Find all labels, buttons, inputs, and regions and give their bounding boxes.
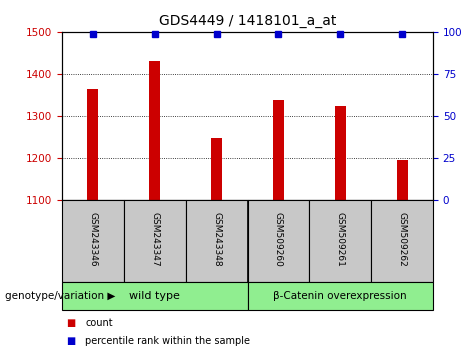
Bar: [62, 282, 248, 310]
Bar: [62, 200, 124, 282]
Bar: [273, 101, 284, 200]
Bar: [309, 200, 371, 282]
Text: GSM243348: GSM243348: [212, 212, 221, 267]
Text: ■: ■: [66, 336, 76, 346]
Text: GSM243346: GSM243346: [89, 212, 97, 267]
Bar: [211, 138, 222, 200]
Bar: [335, 106, 346, 200]
Text: GSM243347: GSM243347: [150, 212, 159, 267]
Bar: [248, 282, 433, 310]
Text: percentile rank within the sample: percentile rank within the sample: [85, 336, 250, 346]
Bar: [371, 200, 433, 282]
Text: GSM509260: GSM509260: [274, 212, 283, 267]
Bar: [186, 200, 248, 282]
Text: GSM509262: GSM509262: [397, 212, 407, 267]
Text: β-Catenin overexpression: β-Catenin overexpression: [273, 291, 407, 301]
Bar: [87, 89, 99, 200]
Bar: [124, 200, 186, 282]
Text: wild type: wild type: [130, 291, 180, 301]
Bar: [248, 200, 309, 282]
Title: GDS4449 / 1418101_a_at: GDS4449 / 1418101_a_at: [159, 14, 336, 28]
Text: genotype/variation ▶: genotype/variation ▶: [5, 291, 115, 301]
Bar: [149, 61, 160, 200]
Text: GSM509261: GSM509261: [336, 212, 345, 267]
Text: count: count: [85, 318, 112, 328]
Bar: [396, 160, 408, 200]
Text: ■: ■: [66, 318, 76, 328]
